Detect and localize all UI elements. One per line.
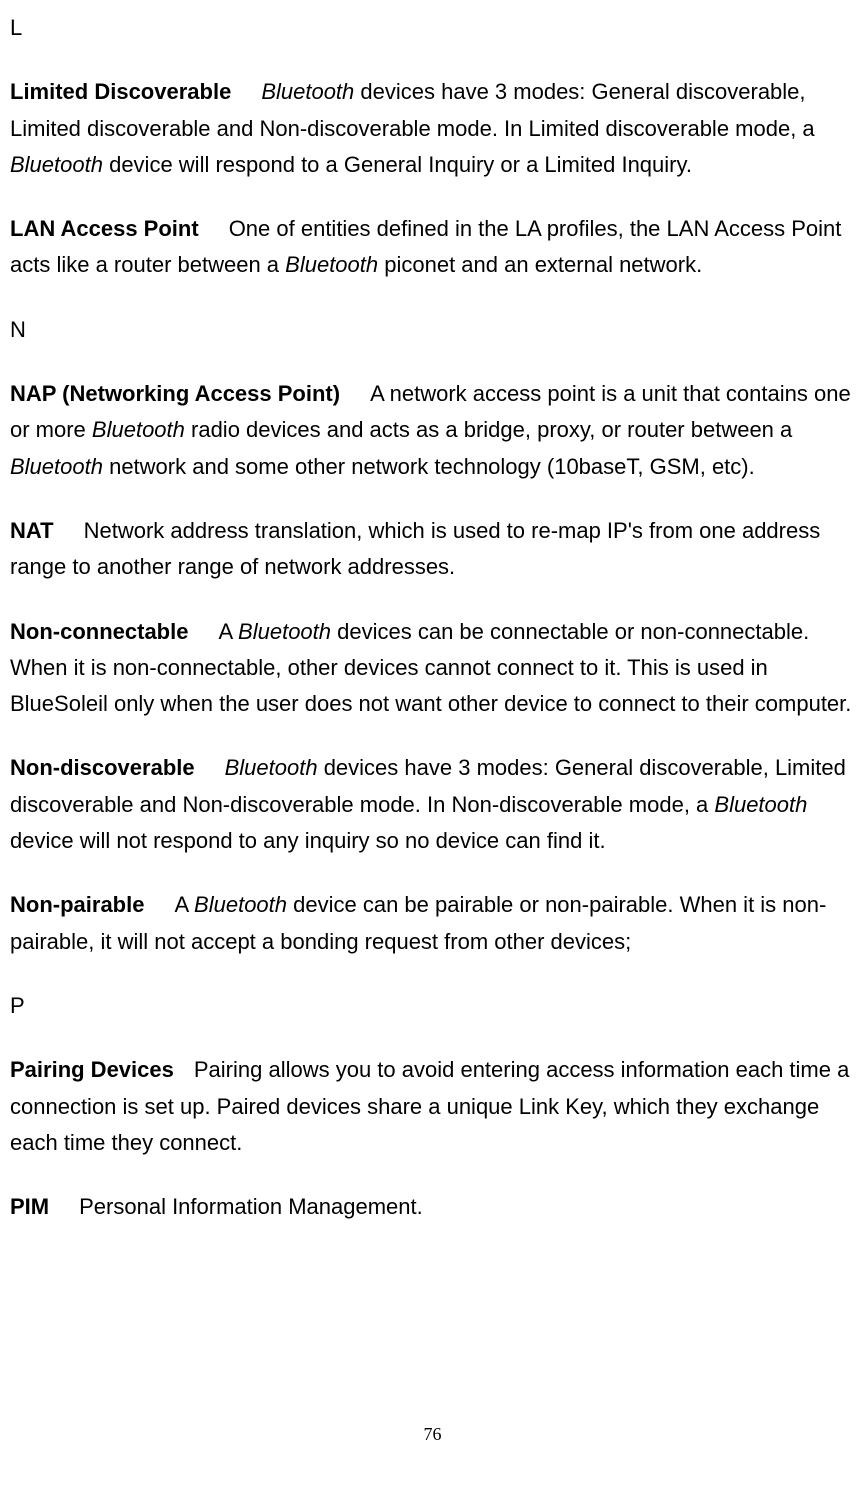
definition-text: network and some other network technolog… — [103, 454, 755, 479]
glossary-term: PIM — [10, 1194, 49, 1219]
glossary-term: NAT — [10, 518, 54, 543]
glossary-term: Limited Discoverable — [10, 79, 231, 104]
definition-text: device will not respond to any inquiry s… — [10, 828, 606, 853]
document-content: L Limited DiscoverableBluetooth devices … — [10, 10, 855, 1225]
glossary-entry: Non-connectableA Bluetooth devices can b… — [10, 614, 855, 723]
definition-text: Personal Information Management. — [79, 1194, 423, 1219]
glossary-entry: Non-pairableA Bluetooth device can be pa… — [10, 887, 855, 960]
definition-text: piconet and an external network. — [378, 252, 702, 277]
glossary-entry: Non-discoverableBluetooth devices have 3… — [10, 750, 855, 859]
page-number: 76 — [424, 1424, 442, 1445]
italic-text: Bluetooth — [261, 79, 354, 104]
italic-text: Bluetooth — [10, 152, 103, 177]
glossary-term: Non-connectable — [10, 619, 188, 644]
glossary-entry: NAP (Networking Access Point)A network a… — [10, 376, 855, 485]
italic-text: Bluetooth — [238, 619, 331, 644]
definition-text: device will respond to a General Inquiry… — [103, 152, 692, 177]
italic-text: Bluetooth — [10, 454, 103, 479]
italic-text: Bluetooth — [285, 252, 378, 277]
glossary-entry: PIM Personal Information Management. — [10, 1189, 855, 1225]
glossary-entry: Pairing DevicesPairing allows you to avo… — [10, 1052, 855, 1161]
definition-text: A — [174, 892, 194, 917]
glossary-term: Pairing Devices — [10, 1057, 174, 1082]
section-letter-l: L — [10, 10, 855, 46]
glossary-term: Non-discoverable — [10, 755, 195, 780]
italic-text: Bluetooth — [714, 792, 807, 817]
glossary-term: Non-pairable — [10, 892, 144, 917]
glossary-entry: Limited DiscoverableBluetooth devices ha… — [10, 74, 855, 183]
italic-text: Bluetooth — [194, 892, 287, 917]
italic-text: Bluetooth — [225, 755, 318, 780]
definition-text: Network address translation, which is us… — [10, 518, 820, 579]
section-letter-p: P — [10, 988, 855, 1024]
glossary-term: LAN Access Point — [10, 216, 199, 241]
italic-text: Bluetooth — [92, 417, 185, 442]
glossary-entry: NATNetwork address translation, which is… — [10, 513, 855, 586]
section-letter-n: N — [10, 312, 855, 348]
glossary-term: NAP (Networking Access Point) — [10, 381, 340, 406]
glossary-entry: LAN Access PointOne of entities defined … — [10, 211, 855, 284]
definition-text: A — [218, 619, 238, 644]
definition-text: radio devices and acts as a bridge, prox… — [185, 417, 792, 442]
